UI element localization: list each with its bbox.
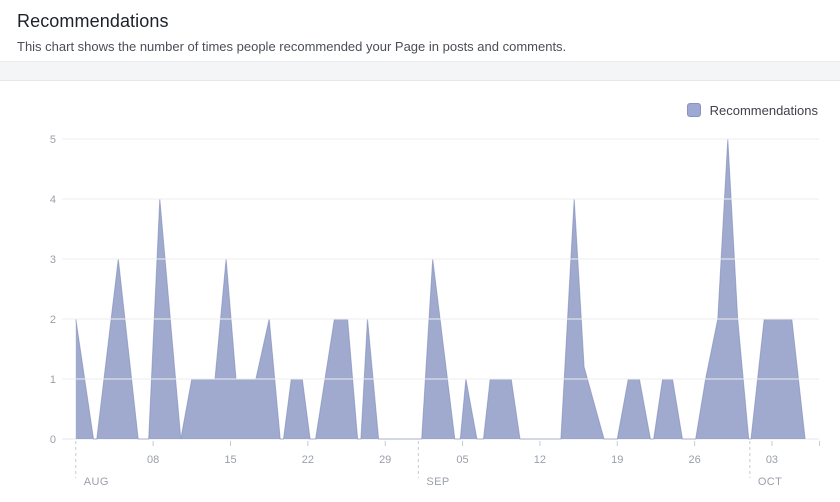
legend-swatch <box>686 103 701 117</box>
x-tick-label: 03 <box>766 454 778 466</box>
section-divider <box>0 62 840 80</box>
y-tick-label: 4 <box>50 194 56 206</box>
x-tick-label: 26 <box>688 454 700 466</box>
month-label: OCT <box>758 476 782 488</box>
month-label: AUG <box>84 476 109 488</box>
page-subtitle: This chart shows the number of times peo… <box>17 39 567 54</box>
legend-label: Recommendations <box>709 102 818 118</box>
y-tick-label: 0 <box>50 434 56 446</box>
y-tick-label: 5 <box>50 134 56 146</box>
x-tick-label: 15 <box>224 454 236 466</box>
page-title: Recommendations <box>17 11 169 31</box>
y-tick-label: 1 <box>50 374 56 386</box>
area-series-recommendations <box>75 139 806 439</box>
y-tick-label: 2 <box>50 314 56 326</box>
x-tick-label: 29 <box>379 454 391 466</box>
x-tick-label: 12 <box>534 454 546 466</box>
legend-item-recommendations[interactable]: Recommendations <box>686 102 818 118</box>
report-header: Recommendations This chart shows the num… <box>0 0 840 62</box>
month-label: SEP <box>426 476 449 488</box>
x-tick-label: 05 <box>456 454 468 466</box>
x-tick-label: 22 <box>302 454 314 466</box>
x-tick-label: 08 <box>147 454 159 466</box>
x-tick-label: 19 <box>611 454 623 466</box>
y-tick-label: 3 <box>50 254 56 266</box>
chart-card: 0 1 2 3 4 5 08 15 22 29 05 12 19 26 03 AUG SEP OCT Recomm… <box>0 80 840 502</box>
